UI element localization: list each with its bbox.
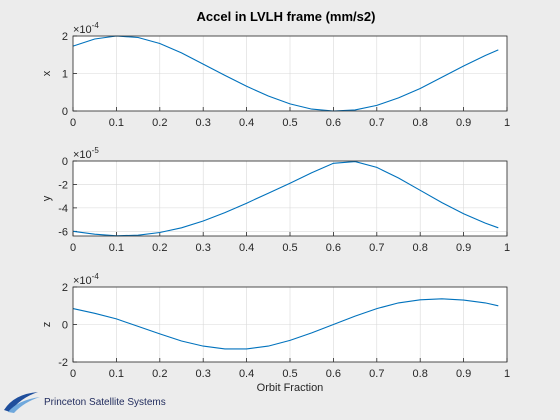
- x-tick-label: 0: [70, 117, 76, 129]
- x-tick-label: 0.4: [239, 117, 254, 129]
- y-tick-label: -2: [58, 179, 68, 191]
- x-tick-label: 0.8: [413, 368, 428, 380]
- subplot-3: 0 0.1 0.2 0.3 0.4 0.5 0.6 0.7 0.8 0.9 120-2×10-4zO…: [41, 272, 510, 394]
- exponent-label: ×10-4: [73, 272, 99, 287]
- x-tick-label: 0.6: [326, 242, 341, 254]
- x-tick-label: 0.3: [196, 242, 211, 254]
- y-axis-label: x: [41, 70, 53, 76]
- x-tick-label: 0.7: [369, 117, 384, 129]
- x-tick-label: 1: [504, 242, 510, 254]
- x-tick-label: 0.1: [109, 368, 124, 380]
- x-tick-label: 0.7: [369, 242, 384, 254]
- x-tick-label: 0.2: [152, 117, 167, 129]
- y-axis-label: y: [41, 195, 53, 201]
- x-tick-label: 0.5: [282, 242, 297, 254]
- x-tick-label: 0.9: [456, 117, 471, 129]
- x-tick-label: 0.5: [282, 368, 297, 380]
- y-tick-label: 2: [62, 282, 68, 294]
- subplot-2: 0 0.1 0.2 0.3 0.4 0.5 0.6 0.7 0.8 0.9 1 0 -2 -4 -6 ×10-…: [41, 146, 510, 254]
- x-tick-label: 0.5: [282, 117, 297, 129]
- x-tick-label: 0.9: [456, 368, 471, 380]
- y-tick-label: 0: [62, 106, 68, 118]
- x-tick-label: 0.6: [326, 117, 341, 129]
- x-tick-label: 0: [70, 368, 76, 380]
- x-tick-label: 0.2: [152, 368, 167, 380]
- y-tick-label: -4: [58, 203, 68, 215]
- x-tick-label: 1: [504, 368, 510, 380]
- x-axis-label: Orbit Fraction: [257, 382, 324, 394]
- y-axis-label: z: [41, 322, 53, 328]
- subplot-1: 0 0.1 0.2 0.3 0.4 0.5 0.6 0.7 0.8 0.9 1 0 1 2 ×10-4 x: [41, 21, 510, 129]
- exponent-label: ×10-4: [73, 21, 99, 36]
- x-tick-label: 0.8: [413, 117, 428, 129]
- x-tick-label: 0.8: [413, 242, 428, 254]
- x-tick-label: 0: [70, 242, 76, 254]
- figure-title: Accel in LVLH frame (mm/s2): [197, 9, 376, 24]
- y-tick-label: -2: [58, 357, 68, 369]
- exponent-label: ×10-5: [73, 146, 99, 161]
- satellite-logo-icon: [2, 388, 44, 416]
- y-tick-label: 0: [62, 320, 68, 332]
- x-tick-label: 0.9: [456, 242, 471, 254]
- x-tick-label: 0.2: [152, 242, 167, 254]
- x-tick-label: 0.4: [239, 242, 254, 254]
- x-tick-label: 0.3: [196, 117, 211, 129]
- logo: Princeton Satellite Systems: [2, 388, 166, 416]
- x-tick-label: 0.6: [326, 368, 341, 380]
- x-tick-label: 0.3: [196, 368, 211, 380]
- y-tick-label: 1: [62, 69, 68, 81]
- logo-text: Princeton Satellite Systems: [44, 397, 166, 408]
- x-tick-label: 0.7: [369, 368, 384, 380]
- x-tick-label: 0.1: [109, 242, 124, 254]
- y-tick-label: -6: [58, 226, 68, 238]
- x-tick-label: 0.4: [239, 368, 254, 380]
- x-tick-label: 1: [504, 117, 510, 129]
- x-tick-label: 0.1: [109, 117, 124, 129]
- y-tick-label: 0: [62, 156, 68, 168]
- y-tick-label: 2: [62, 31, 68, 43]
